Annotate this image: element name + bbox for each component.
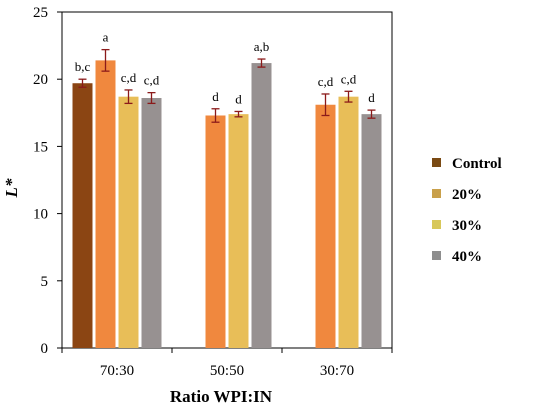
- plot-frame: [61, 11, 393, 349]
- legend-label: 30%: [452, 218, 482, 234]
- bar: [118, 96, 139, 348]
- bar: [315, 104, 336, 349]
- significance-label: d: [368, 90, 375, 105]
- significance-label: a,b: [254, 39, 270, 54]
- significance-label: c,d: [144, 73, 160, 88]
- significance-label: c,d: [341, 71, 357, 86]
- bar: [338, 96, 359, 348]
- legend-swatch: [432, 251, 441, 260]
- plot-area: [61, 11, 393, 349]
- bar: [95, 60, 116, 348]
- bar: [228, 114, 249, 348]
- significance-label: c,d: [318, 74, 334, 89]
- x-tick-label: 70:30: [100, 363, 134, 379]
- bar: [251, 63, 272, 349]
- x-axis-title: Ratio WPI:IN: [170, 387, 273, 406]
- bar: [361, 114, 382, 348]
- bar: [205, 115, 226, 348]
- x-axis: 70:30 50:50 30:70: [61, 348, 393, 379]
- bar: [72, 83, 93, 349]
- x-tick-label: 30:70: [320, 363, 354, 379]
- significance-label: c,d: [121, 70, 137, 85]
- legend-label: Control: [452, 156, 502, 172]
- x-tick-label: 50:50: [210, 363, 244, 379]
- y-axis: 0 5 10 15 20 25: [33, 5, 62, 357]
- significance-label: a: [103, 30, 109, 45]
- legend-swatch: [432, 189, 441, 198]
- significance-label: d: [212, 89, 219, 104]
- y-axis-title: L*: [2, 178, 21, 198]
- significance-label: d: [235, 91, 242, 106]
- legend-label: 20%: [452, 187, 482, 203]
- legend-swatch: [432, 158, 441, 167]
- legend: Control 20% 30% 40%: [432, 156, 502, 265]
- legend-swatch: [432, 220, 441, 229]
- y-tick-label: 15: [33, 139, 48, 155]
- y-tick-label: 0: [41, 341, 49, 357]
- y-tick-label: 20: [33, 72, 48, 88]
- bars: b,c a c,d c,d d d a,b c,d c,d d: [72, 30, 382, 349]
- legend-label: 40%: [452, 249, 482, 265]
- y-tick-label: 5: [41, 274, 49, 290]
- bar: [141, 98, 162, 349]
- y-tick-label: 10: [33, 207, 48, 223]
- significance-label: b,c: [75, 59, 91, 74]
- y-tick-label: 25: [33, 5, 48, 21]
